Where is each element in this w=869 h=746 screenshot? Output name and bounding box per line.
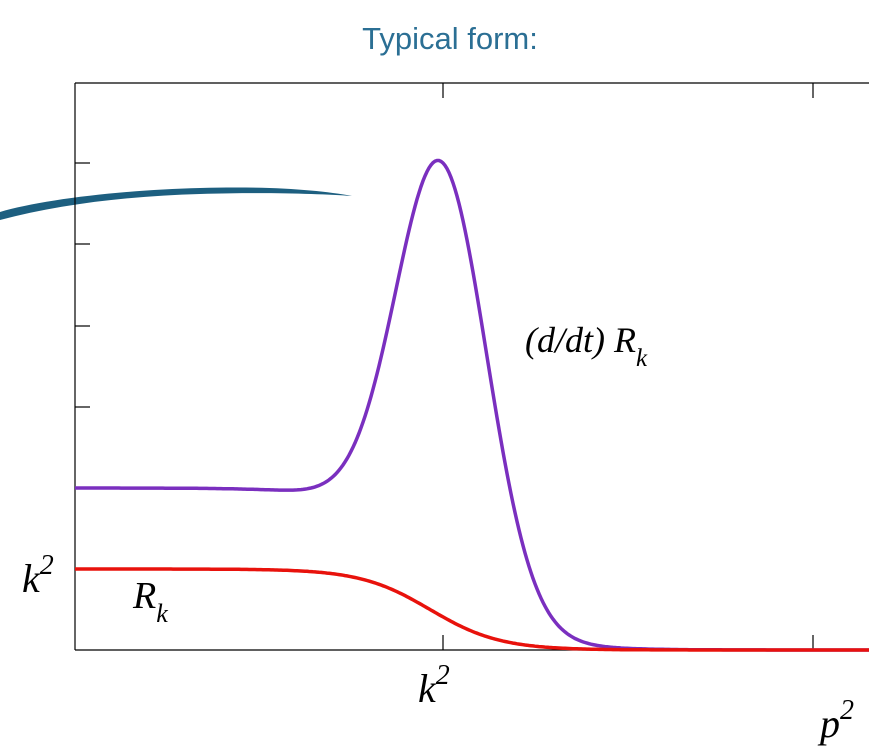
derivative-curve xyxy=(75,158,869,652)
r-base: R xyxy=(132,575,156,617)
k-base: k xyxy=(22,556,41,601)
p-base: p xyxy=(817,701,840,746)
y-label-k2: k2 xyxy=(22,550,54,601)
d-prefix: (d/dt) R xyxy=(525,320,636,360)
x-label-k2: k2 xyxy=(418,660,450,711)
k-base: k xyxy=(418,666,437,711)
derivative-label: (d/dt) Rk xyxy=(525,320,648,372)
title: Typical form: xyxy=(362,21,538,56)
plot-frame xyxy=(74,82,869,651)
x-label-p2: p2 xyxy=(817,695,854,746)
r-sub: k xyxy=(156,599,168,628)
k-sup: 2 xyxy=(436,660,450,691)
d-sub: k xyxy=(636,345,648,372)
regulator-label: Rk xyxy=(132,575,168,628)
regulator-curve xyxy=(75,567,869,652)
brush-stroke xyxy=(0,187,352,220)
k-sup: 2 xyxy=(40,550,54,581)
p-sup: 2 xyxy=(840,695,854,726)
